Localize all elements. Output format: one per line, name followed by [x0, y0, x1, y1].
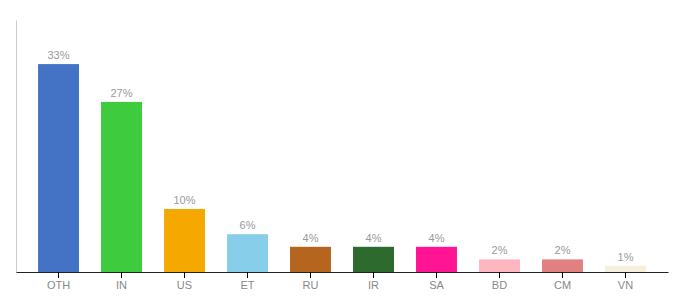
x-tick-mark: [58, 272, 59, 278]
x-tick: CM: [554, 272, 571, 291]
chart-container: OTH IN US ET RU IR SA BD CM VN 33% 27% 10% 6% 4% 4% 4% 2%…: [0, 0, 680, 300]
data-label: 4%: [366, 232, 382, 244]
x-tick-mark: [184, 272, 185, 278]
bar: [605, 266, 646, 272]
x-tick-label: CM: [554, 279, 571, 291]
data-label: 33%: [48, 49, 70, 61]
data-label: 4%: [303, 232, 319, 244]
bar: [479, 259, 520, 272]
data-label: 4%: [429, 232, 445, 244]
y-axis-line: [16, 21, 17, 273]
plot-area: OTH IN US ET RU IR SA BD CM VN 33% 27% 10% 6% 4% 4% 4% 2%…: [17, 21, 669, 291]
data-labels: 33% 27% 10% 6% 4% 4% 4% 2% 2% 1%: [48, 49, 634, 263]
data-label: 2%: [555, 244, 571, 256]
data-label: 2%: [492, 244, 508, 256]
x-tick-mark: [436, 272, 437, 278]
x-tick-label: IN: [116, 279, 127, 291]
x-axis: OTH IN US ET RU IR SA BD CM VN: [17, 272, 669, 291]
x-tick-mark: [373, 272, 374, 278]
bar: [290, 247, 331, 272]
x-tick-label: IR: [368, 279, 379, 291]
x-tick: IR: [368, 272, 379, 291]
x-tick-mark: [625, 272, 626, 278]
x-tick: RU: [303, 272, 319, 291]
x-tick: OTH: [47, 272, 70, 291]
x-tick-label: ET: [240, 279, 254, 291]
x-axis-line: [17, 272, 669, 273]
x-tick-label: RU: [303, 279, 319, 291]
bar: [164, 209, 205, 272]
x-tick: ET: [240, 272, 254, 291]
bar: [227, 234, 268, 272]
data-label: 27%: [111, 87, 133, 99]
bar: [38, 64, 79, 272]
x-tick-label: VN: [618, 279, 633, 291]
bars: [38, 64, 646, 272]
x-tick-mark: [310, 272, 311, 278]
x-tick-label: US: [177, 279, 192, 291]
x-tick-label: OTH: [47, 279, 70, 291]
bar: [416, 247, 457, 272]
x-tick-mark: [247, 272, 248, 278]
x-tick: SA: [429, 272, 444, 291]
chart: OTH IN US ET RU IR SA BD CM VN 33% 27% 10% 6% 4% 4% 4% 2%…: [0, 0, 680, 300]
bar: [542, 259, 583, 272]
data-label: 1%: [618, 251, 634, 263]
x-tick: VN: [618, 272, 633, 291]
x-tick-label: SA: [429, 279, 444, 291]
bar: [101, 102, 142, 272]
x-tick-mark: [121, 272, 122, 278]
bar: [353, 247, 394, 272]
x-tick: US: [177, 272, 192, 291]
x-tick-mark: [499, 272, 500, 278]
x-tick-label: BD: [492, 279, 507, 291]
y-axis: [16, 21, 17, 273]
x-tick-mark: [562, 272, 563, 278]
x-tick: IN: [116, 272, 127, 291]
data-label: 10%: [173, 194, 195, 206]
data-label: 6%: [240, 219, 256, 231]
x-tick: BD: [492, 272, 507, 291]
